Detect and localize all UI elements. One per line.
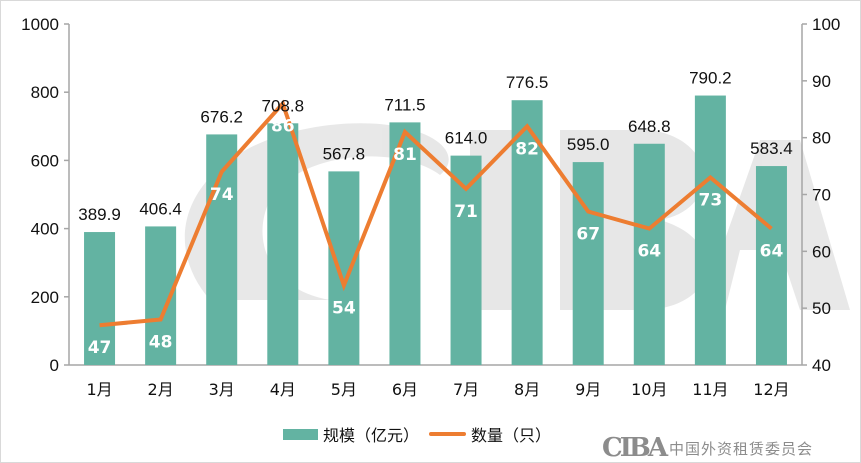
line-value-label: 54 xyxy=(332,298,356,318)
left-tick-label: 1000 xyxy=(21,15,59,34)
line-value-label: 67 xyxy=(576,225,600,245)
bar-value-label: 595.0 xyxy=(567,135,610,154)
line-value-label: 47 xyxy=(88,338,112,358)
bar xyxy=(633,143,665,365)
bar-value-label: 708.8 xyxy=(262,96,305,115)
x-tick-label: 4月 xyxy=(270,380,296,399)
legend-item-count: 数量（只） xyxy=(429,422,551,446)
bar-value-label: 776.5 xyxy=(506,73,549,92)
left-tick-label: 800 xyxy=(31,83,59,102)
bar-value-label: 583.4 xyxy=(750,139,793,158)
x-tick-label: 7月 xyxy=(453,380,479,399)
right-tick-label: 80 xyxy=(812,129,831,148)
bar xyxy=(755,166,787,365)
line-value-label: 64 xyxy=(760,242,784,262)
bar xyxy=(572,162,604,365)
x-tick-label: 1月 xyxy=(86,380,112,399)
left-tick-label: 600 xyxy=(31,151,59,170)
bar-value-label: 676.2 xyxy=(200,107,243,126)
bar-value-label: 614.0 xyxy=(445,129,488,148)
ciba-logo: CIBA 中国外资租赁委员会 xyxy=(602,433,813,463)
right-tick-label: 70 xyxy=(812,186,831,205)
right-tick-label: 100 xyxy=(812,15,840,34)
bar xyxy=(84,232,116,365)
x-tick-label: 3月 xyxy=(209,380,235,399)
logo-text: 中国外资租赁委员会 xyxy=(669,439,814,458)
line-value-label: 73 xyxy=(699,190,723,210)
bar-value-label: 790.2 xyxy=(689,69,732,88)
line-value-label: 48 xyxy=(149,333,173,353)
bar xyxy=(328,171,360,365)
bar xyxy=(267,123,299,366)
x-tick-label: 6月 xyxy=(392,380,418,399)
bar-value-label: 648.8 xyxy=(628,117,671,136)
right-tick-label: 90 xyxy=(812,72,831,91)
x-tick-label: 11月 xyxy=(692,380,728,399)
legend-line-swatch xyxy=(429,432,467,436)
x-tick-label: 10月 xyxy=(631,380,667,399)
bar-value-label: 567.8 xyxy=(323,144,366,163)
line-value-label: 86 xyxy=(271,117,295,137)
left-tick-label: 0 xyxy=(50,356,59,375)
line-value-label: 74 xyxy=(210,185,234,205)
left-tick-label: 200 xyxy=(31,288,59,307)
x-tick-label: 8月 xyxy=(514,380,540,399)
left-tick-label: 400 xyxy=(31,220,59,239)
legend-bar-swatch xyxy=(283,428,318,440)
right-tick-label: 40 xyxy=(812,356,831,375)
line-value-label: 64 xyxy=(637,242,661,262)
legend-label-count: 数量（只） xyxy=(471,426,552,445)
x-tick-label: 5月 xyxy=(331,380,357,399)
logo-mark: CIBA xyxy=(602,433,668,463)
right-tick-label: 50 xyxy=(812,299,831,318)
bar-value-label: 711.5 xyxy=(384,95,425,114)
x-tick-label: 12月 xyxy=(753,380,789,399)
bar xyxy=(694,95,726,365)
count-line xyxy=(99,99,773,328)
x-tick-label: 2月 xyxy=(148,380,174,399)
legend: 规模（亿元） 数量（只） xyxy=(283,422,561,446)
right-tick-label: 60 xyxy=(812,242,831,261)
line-value-label: 71 xyxy=(454,202,478,222)
legend-item-scale: 规模（亿元） xyxy=(283,422,419,446)
bar xyxy=(511,100,543,365)
line-value-label: 82 xyxy=(515,139,539,159)
legend-label-scale: 规模（亿元） xyxy=(323,426,420,445)
x-tick-label: 9月 xyxy=(575,380,601,399)
line-value-label: 81 xyxy=(393,145,417,165)
bar-value-label: 389.9 xyxy=(78,205,121,224)
bar-value-label: 406.4 xyxy=(139,199,182,218)
